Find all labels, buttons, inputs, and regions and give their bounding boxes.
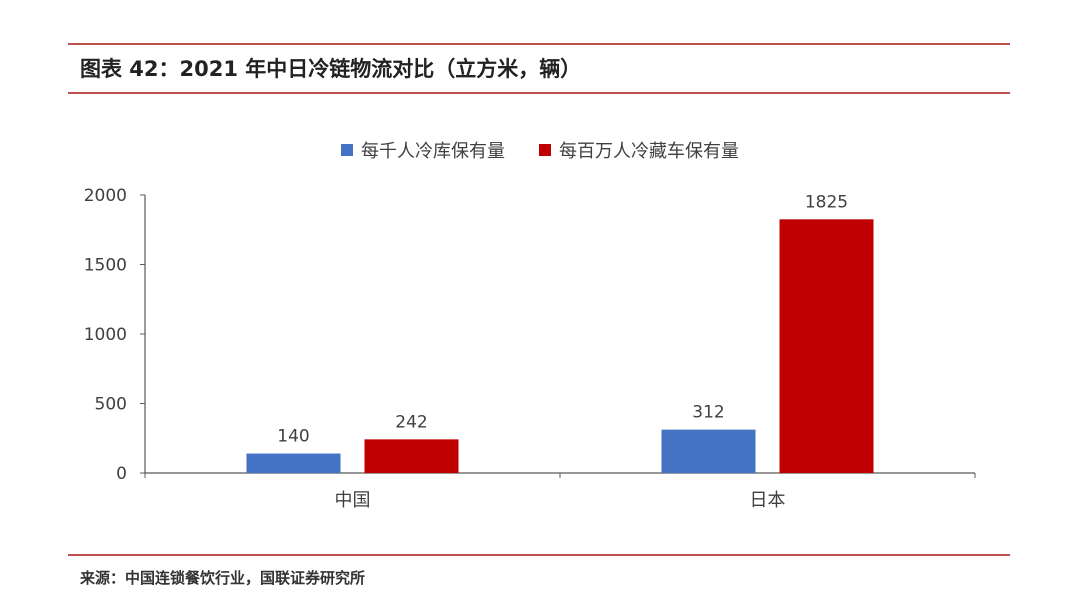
data-label: 312: [692, 403, 724, 423]
figure-title: 图表 42：2021 年中日冷链物流对比（立方米，辆）: [80, 57, 582, 81]
y-tick-label: 0: [116, 464, 127, 484]
bar-cold-storage-0: [246, 453, 341, 473]
chart-legend: 每千人冷库保有量 每百万人冷藏车保有量: [0, 136, 1080, 164]
legend-swatch-refrigerated-trucks: [539, 144, 551, 156]
legend-item-cold-storage: 每千人冷库保有量: [341, 137, 505, 163]
data-label: 242: [395, 412, 427, 432]
bar-refrigerated-trucks-0: [364, 439, 459, 473]
bar-refrigerated-trucks-1: [779, 219, 874, 473]
legend-swatch-cold-storage: [341, 144, 353, 156]
data-label: 1825: [805, 192, 848, 212]
y-tick-label: 1000: [84, 325, 127, 345]
footer-rule: [68, 554, 1010, 556]
legend-label-refrigerated-trucks: 每百万人冷藏车保有量: [559, 141, 739, 162]
legend-item-refrigerated-trucks: 每百万人冷藏车保有量: [539, 137, 739, 163]
header-rule-bottom: [68, 92, 1010, 94]
data-label: 140: [277, 427, 309, 447]
source-note: 来源：中国连锁餐饮行业，国联证券研究所: [80, 569, 366, 587]
y-tick-label: 2000: [84, 186, 127, 206]
bar-cold-storage-1: [661, 429, 756, 473]
y-tick-label: 500: [95, 395, 127, 415]
x-category-label: 中国: [335, 490, 371, 511]
legend-label-cold-storage: 每千人冷库保有量: [361, 141, 505, 162]
y-tick-label: 1500: [84, 256, 127, 276]
x-category-label: 日本: [750, 490, 786, 511]
header-rule-top: [68, 43, 1010, 45]
